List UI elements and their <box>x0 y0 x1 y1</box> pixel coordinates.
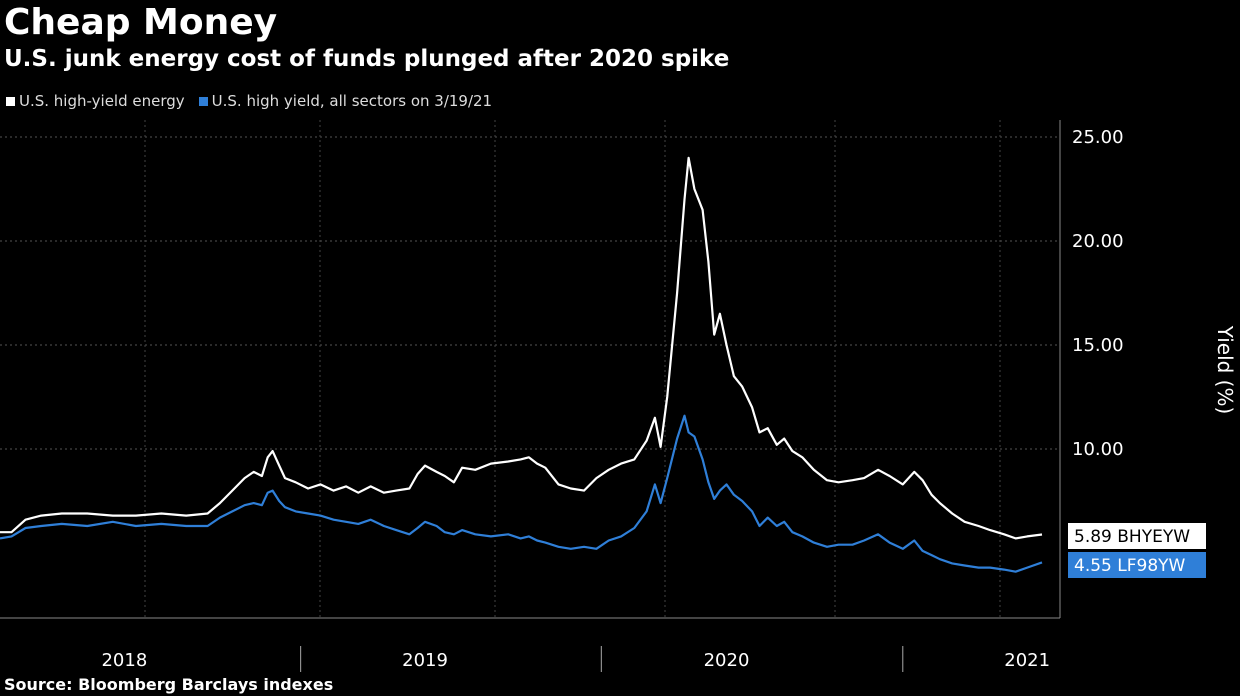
series-line-all-sectors <box>0 414 1043 573</box>
y-tick-label: 20.00 <box>1072 231 1124 252</box>
legend-swatch-all-sectors <box>198 96 208 106</box>
y-tick-label: 25.00 <box>1072 127 1124 148</box>
y-tick-label: 15.00 <box>1072 335 1124 356</box>
chart-title: Cheap Money <box>4 2 278 43</box>
legend-label-all-sectors: U.S. high yield, all sectors on 3/19/21 <box>211 92 493 110</box>
chart-subtitle: U.S. junk energy cost of funds plunged a… <box>4 46 730 72</box>
last-value-tag-energy-box <box>1068 523 1206 549</box>
x-tick-label: 2020 <box>704 650 750 671</box>
x-tick-label: 2018 <box>101 650 147 671</box>
legend-swatch-energy <box>6 96 15 106</box>
x-tick-label: 2019 <box>402 650 448 671</box>
legend-item-energy: U.S. high-yield energy <box>6 92 185 110</box>
legend-item-all-sectors: U.S. high yield, all sectors on 3/19/21 <box>198 92 493 110</box>
source-note: Source: Bloomberg Barclays indexes <box>4 675 334 694</box>
last-value-tag-energy-text: 5.89 BHYEYW <box>1074 527 1190 547</box>
last-value-tag-all-sectors-box <box>1068 552 1206 578</box>
last-value-tag-all-sectors-text: 4.55 LF98YW <box>1074 556 1186 576</box>
series-line-energy <box>0 156 1043 540</box>
legend: U.S. high-yield energy U.S. high yield, … <box>6 92 492 110</box>
y-axis-title: Yield (%) <box>1213 325 1237 415</box>
x-tick-label: 2021 <box>1004 650 1050 671</box>
y-tick-label: 10.00 <box>1072 439 1124 460</box>
legend-label-energy: U.S. high-yield energy <box>19 92 185 110</box>
